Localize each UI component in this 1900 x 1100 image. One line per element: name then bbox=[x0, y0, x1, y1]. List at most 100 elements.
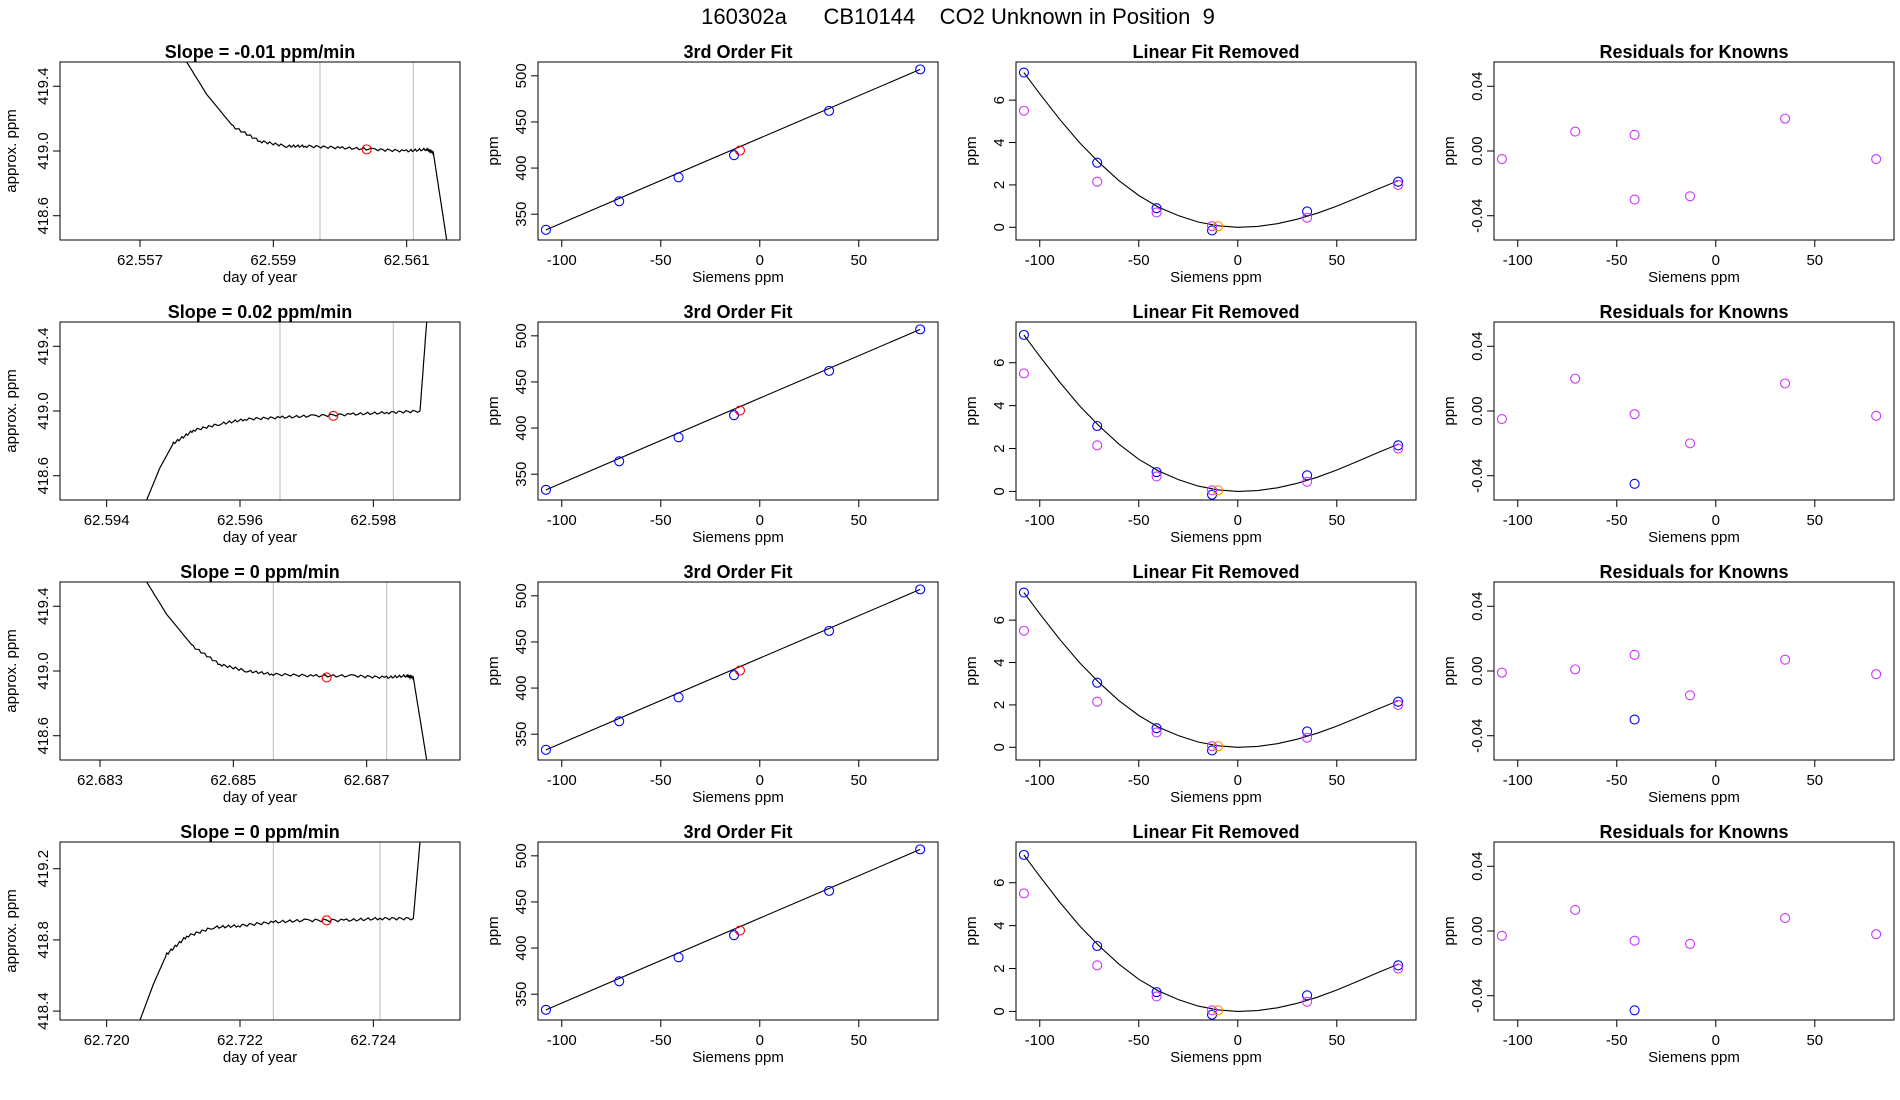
y-tick-label: 500 bbox=[513, 323, 530, 348]
residual-point bbox=[1629, 129, 1640, 140]
panel-title: Linear Fit Removed bbox=[1132, 302, 1299, 322]
y-tick-label: 350 bbox=[513, 462, 530, 487]
data-layer bbox=[540, 64, 926, 235]
known-point-blue bbox=[1302, 470, 1313, 481]
y-tick-label: 419.4 bbox=[35, 327, 52, 365]
known-point-violet bbox=[1151, 471, 1162, 482]
plot-frame bbox=[59, 581, 461, 761]
x-axis-label: Siemens ppm bbox=[1648, 1049, 1740, 1066]
x-tick-label: 62.596 bbox=[217, 512, 263, 529]
y-tick-label: 4 bbox=[991, 658, 1008, 666]
residual-point bbox=[1871, 929, 1882, 940]
plot-frame bbox=[537, 841, 939, 1021]
residual-point bbox=[1496, 154, 1507, 165]
y-tick-label: 418.6 bbox=[35, 717, 52, 755]
unknown-marker bbox=[361, 144, 372, 155]
data-layer bbox=[540, 844, 926, 1015]
known-point-violet bbox=[1302, 996, 1313, 1007]
x-tick-label: 50 bbox=[1328, 772, 1345, 789]
panel-resid-4-r4: Residuals for Knowns -100 -50 0 50 -0.04 0.00 0… bbox=[1441, 822, 1895, 1066]
y-axis-label: ppm bbox=[963, 656, 980, 685]
x-tick-label: 50 bbox=[1806, 772, 1823, 789]
x-tick-label: -50 bbox=[1606, 772, 1628, 789]
plot-frame bbox=[537, 581, 939, 761]
data-trace bbox=[146, 582, 428, 760]
plot-frame bbox=[1015, 321, 1417, 501]
y-tick-label: 0 bbox=[991, 743, 1008, 751]
residual-point bbox=[1684, 438, 1696, 449]
panel-title: Linear Fit Removed bbox=[1132, 42, 1299, 62]
fit-line bbox=[545, 328, 921, 491]
x-tick-label: 62.687 bbox=[344, 772, 390, 789]
known-point-blue bbox=[1302, 726, 1313, 737]
panel-time-4-r4: Slope = 0 ppm/min 62.720 62.722 62.724 418.4… bbox=[3, 822, 461, 1066]
plot-frame bbox=[1493, 581, 1895, 761]
figure-title: 160302a CB10144 CO2 Unknown in Position … bbox=[701, 4, 1215, 29]
x-tick-label: -50 bbox=[650, 252, 672, 269]
known-point-violet bbox=[1151, 991, 1162, 1002]
known-point bbox=[540, 484, 551, 495]
x-tick-label: 50 bbox=[1328, 252, 1345, 269]
fit-line bbox=[545, 848, 921, 1011]
y-tick-label: 350 bbox=[513, 982, 530, 1007]
data-layer bbox=[1496, 904, 1882, 1016]
y-axis-label: ppm bbox=[1441, 656, 1458, 685]
known-point bbox=[824, 105, 835, 116]
x-tick-label: 0 bbox=[1234, 1032, 1242, 1049]
residual-point bbox=[1780, 654, 1791, 665]
known-point-violet bbox=[1018, 105, 1029, 116]
data-layer bbox=[1018, 849, 1404, 1020]
known-point-blue bbox=[1393, 960, 1404, 971]
panel-linfit-2-r4: Linear Fit Removed -100 -50 0 50 0 2 4 6 Siemens … bbox=[963, 822, 1417, 1066]
y-tick-label: -0.04 bbox=[1469, 199, 1486, 233]
panel-fit-r2: 3rd Order Fit -100 -50 0 50 350 400 450 500 Sieme… bbox=[485, 302, 939, 546]
x-tick-label: 0 bbox=[1234, 772, 1242, 789]
y-axis-label: ppm bbox=[1441, 916, 1458, 945]
known-point-violet bbox=[1092, 960, 1103, 971]
plot-frame bbox=[1493, 841, 1895, 1021]
known-point-blue bbox=[1393, 440, 1404, 451]
known-point-blue bbox=[1151, 467, 1162, 478]
y-axis-label: ppm bbox=[485, 916, 502, 945]
known-point bbox=[824, 885, 835, 896]
panel-time-1-r1: Slope = -0.01 ppm/min 62.557 62.559 62.561 4… bbox=[3, 42, 461, 286]
data-trace bbox=[146, 322, 428, 500]
known-point bbox=[824, 365, 835, 376]
x-tick-label: 62.724 bbox=[350, 1032, 396, 1049]
residual-point bbox=[1684, 191, 1696, 202]
x-tick-label: -50 bbox=[1128, 512, 1150, 529]
unknown-point bbox=[734, 925, 746, 936]
y-tick-label: 2 bbox=[991, 964, 1008, 972]
data-layer bbox=[540, 324, 926, 495]
x-tick-label: -50 bbox=[1606, 1032, 1628, 1049]
panel-title: Residuals for Knowns bbox=[1599, 562, 1788, 582]
fit-curve bbox=[1023, 854, 1399, 1012]
known-point bbox=[915, 844, 926, 855]
x-tick-label: 50 bbox=[850, 512, 867, 529]
fit-line bbox=[545, 588, 921, 751]
x-tick-label: 50 bbox=[1806, 252, 1823, 269]
known-point bbox=[540, 224, 551, 235]
plot-frame bbox=[1015, 581, 1417, 761]
known-point-violet bbox=[1151, 727, 1162, 738]
y-tick-label: 4 bbox=[991, 401, 1008, 409]
y-tick-label: 419.0 bbox=[35, 392, 52, 430]
y-tick-label: 2 bbox=[991, 444, 1008, 452]
x-axis-label: Siemens ppm bbox=[1170, 529, 1262, 546]
x-tick-label: 62.557 bbox=[117, 252, 163, 269]
known-point bbox=[728, 670, 740, 681]
y-tick-label: 450 bbox=[513, 109, 530, 134]
known-point bbox=[614, 196, 625, 207]
known-point bbox=[915, 584, 926, 595]
fit-curve bbox=[1023, 334, 1399, 492]
x-tick-label: -50 bbox=[650, 1032, 672, 1049]
known-point-blue bbox=[1018, 849, 1029, 860]
y-tick-label: 500 bbox=[513, 843, 530, 868]
x-tick-label: -100 bbox=[547, 772, 577, 789]
y-axis-label: ppm bbox=[963, 136, 980, 165]
x-tick-label: -100 bbox=[547, 512, 577, 529]
x-axis-label: Siemens ppm bbox=[1170, 269, 1262, 286]
y-tick-label: 6 bbox=[991, 359, 1008, 367]
y-axis-label: approx. ppm bbox=[3, 629, 20, 712]
panel-title: Slope = 0 ppm/min bbox=[180, 822, 340, 842]
